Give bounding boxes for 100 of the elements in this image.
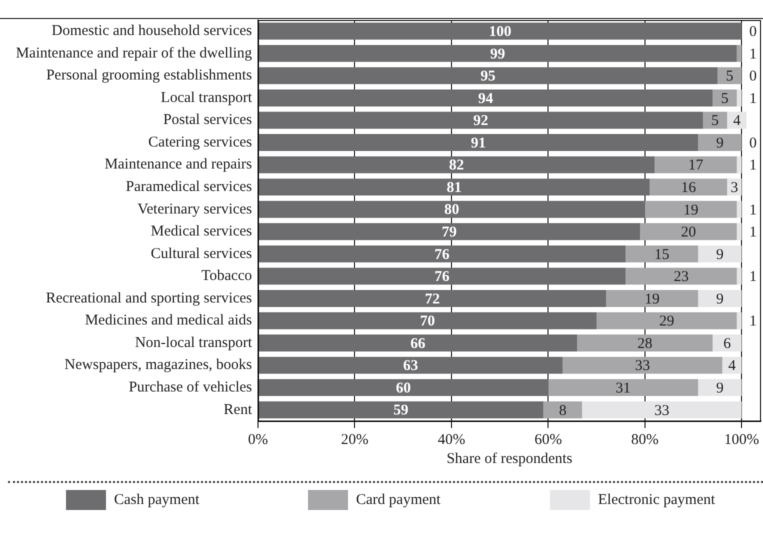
- data-label: 66: [410, 336, 426, 352]
- data-label: 19: [683, 202, 698, 218]
- bar: [258, 90, 713, 106]
- bar: [736, 90, 742, 106]
- bar: [258, 290, 606, 307]
- bar: [712, 334, 742, 352]
- y-tick-label: Tobacco: [201, 268, 252, 284]
- y-tick-label: Medical services: [150, 224, 252, 240]
- bar: [258, 379, 548, 396]
- bar: [258, 223, 640, 240]
- data-label: 1: [749, 90, 757, 107]
- y-tick-label: Maintenance and repairs: [104, 156, 252, 173]
- bar: [258, 134, 698, 151]
- bar: [736, 200, 742, 218]
- x-tick-label: 80%: [631, 432, 659, 448]
- data-label: 9: [716, 135, 724, 152]
- x-axis-title: Share of respondents: [446, 450, 573, 467]
- x-tick-label: 100%: [724, 432, 760, 448]
- y-tick-label: Cultural services: [150, 246, 252, 262]
- y-tick-label: Purchase of vehicles: [128, 380, 252, 396]
- data-label: 0: [749, 135, 757, 152]
- bar: [258, 200, 645, 218]
- bar: [717, 67, 742, 84]
- y-tick-label: Paramedical services: [126, 179, 252, 196]
- bar: [698, 379, 742, 396]
- data-label: 70: [420, 314, 436, 330]
- y-tick-label: Newspapers, magazines, books: [64, 357, 252, 374]
- bar: [258, 401, 544, 418]
- bar: [577, 334, 713, 352]
- data-label: 0: [749, 24, 757, 40]
- data-label: 33: [635, 358, 650, 374]
- data-label: 3: [730, 180, 738, 196]
- bar: [640, 223, 737, 240]
- data-label: 95: [480, 68, 496, 85]
- data-label: 5: [726, 68, 734, 85]
- bar: [596, 312, 737, 330]
- data-label: 1: [749, 224, 757, 241]
- bar: [698, 245, 742, 262]
- x-tick-label: 20%: [340, 432, 368, 448]
- bar: [258, 67, 718, 84]
- data-label: 28: [637, 336, 652, 352]
- legend-label: Electronic payment: [598, 492, 716, 508]
- data-label: 29: [659, 314, 674, 330]
- bar: [543, 401, 582, 418]
- bar: [258, 334, 578, 352]
- bar: [626, 268, 737, 285]
- data-label: 17: [688, 158, 704, 174]
- data-label: 1: [749, 269, 757, 286]
- data-label: 91: [470, 135, 486, 152]
- bar: [258, 268, 626, 285]
- bar: [606, 290, 698, 307]
- data-label: 9: [716, 380, 724, 397]
- legend-label: Cash payment: [114, 492, 200, 508]
- bar: [258, 156, 655, 174]
- data-label: 5: [720, 90, 728, 107]
- data-label: 72: [424, 291, 440, 308]
- data-label: 9: [716, 246, 724, 263]
- data-label: 92: [473, 113, 488, 130]
- bar: [548, 379, 698, 396]
- data-label: 76: [434, 246, 450, 263]
- bar: [712, 90, 737, 106]
- x-tick-label: 40%: [438, 432, 466, 448]
- data-label: 1: [749, 314, 757, 330]
- data-label: 8: [558, 402, 566, 419]
- bar: [562, 356, 722, 374]
- data-label: 4: [733, 113, 742, 130]
- y-tick-label: Non-local transport: [134, 334, 253, 351]
- data-label: 94: [478, 90, 494, 107]
- bar: [258, 22, 742, 40]
- data-label: 79: [442, 224, 457, 241]
- y-tick-label: Personal grooming establishments: [46, 68, 252, 84]
- data-label: 15: [654, 246, 670, 263]
- y-tick-label: Postal services: [163, 112, 252, 128]
- y-tick-label: Catering services: [148, 134, 252, 150]
- y-tick-label: Recreational and sporting services: [46, 290, 252, 306]
- data-label: 100: [488, 24, 512, 40]
- bar: [698, 134, 742, 151]
- bar: [258, 112, 703, 129]
- bar: [654, 156, 737, 174]
- x-tick-label: 60%: [534, 432, 562, 448]
- y-tick-label: Domestic and household services: [52, 23, 252, 40]
- data-label: 99: [490, 46, 506, 62]
- data-label: 1: [749, 158, 757, 174]
- bar: [698, 290, 742, 307]
- bar: [736, 156, 742, 174]
- legend-label: Card payment: [356, 492, 441, 508]
- bar: [258, 356, 563, 374]
- data-label: 80: [444, 202, 460, 218]
- y-tick-label: Medicines and medical aids: [84, 312, 252, 329]
- bar: [258, 312, 597, 330]
- data-label: 20: [680, 224, 696, 241]
- data-label: 31: [616, 380, 631, 397]
- data-label: 81: [446, 180, 462, 196]
- data-label: 76: [434, 269, 450, 286]
- bar: [626, 245, 698, 262]
- bar: [582, 401, 742, 418]
- data-label: 9: [716, 291, 724, 308]
- bar: [736, 223, 742, 240]
- data-label: 16: [680, 180, 696, 196]
- x-tick-label: 0%: [248, 432, 268, 448]
